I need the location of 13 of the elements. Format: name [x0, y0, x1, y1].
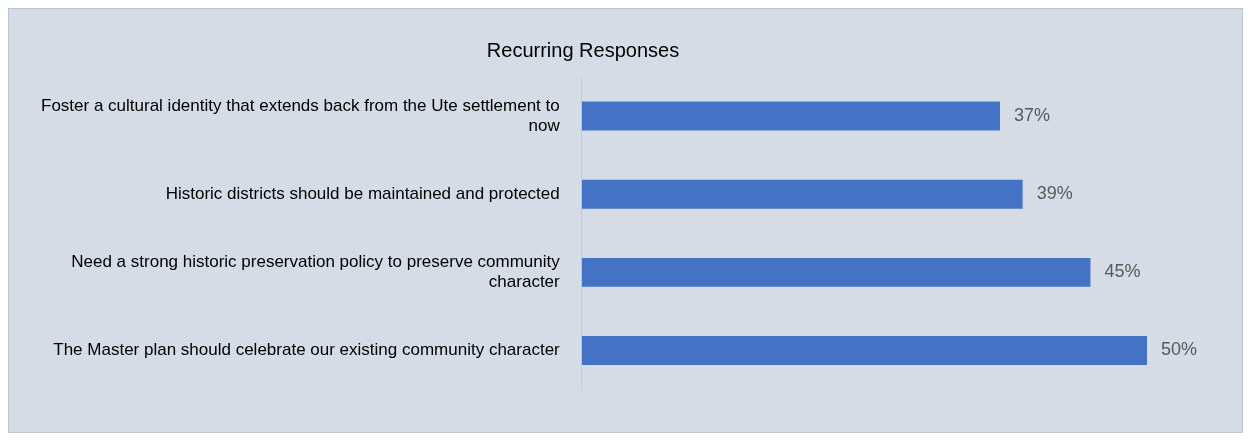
data-label: 45% — [1104, 261, 1141, 282]
y-tick-label: The Master plan should celebrate our existing community character — [53, 340, 561, 360]
y-tick-label: Need a strong historic preservation policy to preserve community character — [71, 251, 561, 292]
chart-title: Recurring Responses — [486, 38, 680, 61]
bar — [581, 336, 1147, 365]
bar — [581, 101, 1001, 131]
y-tick-label: Historic districts should be maintained and protected — [165, 183, 560, 203]
data-label: 37% — [1014, 105, 1051, 126]
data-label: 50% — [1161, 339, 1198, 360]
data-label: 39% — [1036, 183, 1073, 204]
bar — [581, 179, 1023, 209]
y-tick-label: Foster a cultural identity that extends back from the Ute settlement to now — [41, 95, 561, 135]
bar — [581, 257, 1091, 287]
